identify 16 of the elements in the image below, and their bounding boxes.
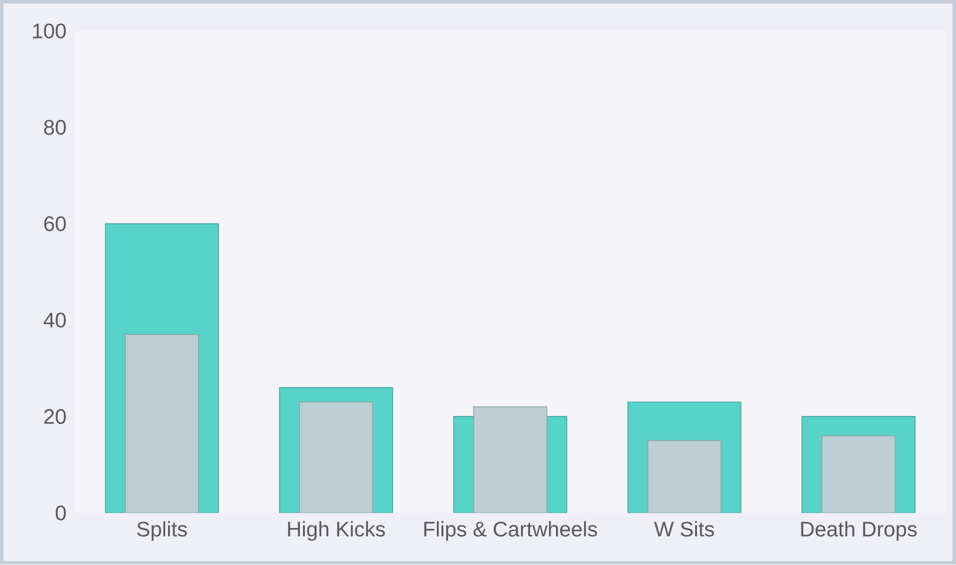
y-tick-label: 20 [44, 409, 66, 424]
x-tick-label: Death Drops [801, 521, 917, 541]
x-tick-label: High Kicks [288, 521, 385, 541]
bar [299, 402, 374, 514]
y-tick-label: 0 [56, 506, 66, 521]
x-tick-label: Flips & Cartwheels [424, 521, 598, 541]
x-tick-label: Splits [137, 521, 187, 541]
y-tick-label: 100 [33, 24, 66, 39]
bar [822, 436, 896, 514]
bar [647, 440, 722, 514]
bar [473, 406, 548, 514]
bar [124, 334, 199, 514]
x-tick-label: W Sits [654, 521, 714, 537]
y-tick-label: 60 [44, 216, 66, 232]
y-tick-label: 80 [44, 120, 66, 136]
y-tick-label: 40 [44, 312, 66, 328]
